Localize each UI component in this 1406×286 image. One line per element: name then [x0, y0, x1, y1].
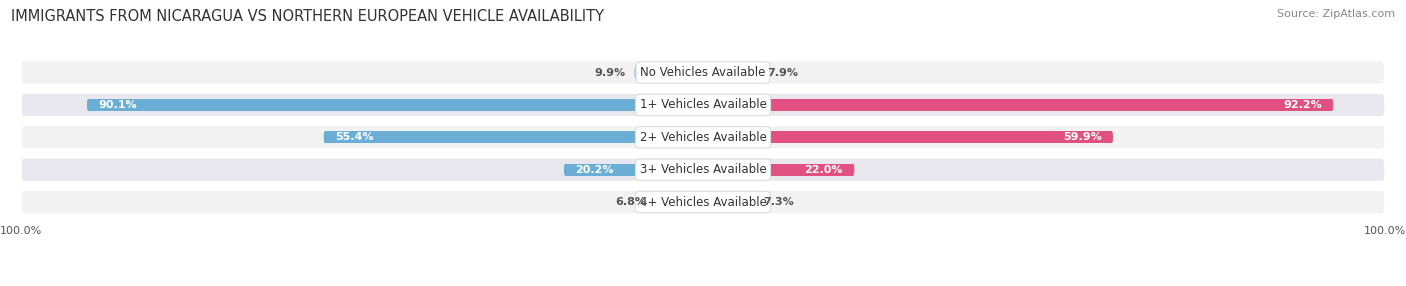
Legend: Immigrants from Nicaragua, Northern European: Immigrants from Nicaragua, Northern Euro… [536, 284, 870, 286]
Bar [325, 131, 703, 144]
Bar [703, 164, 853, 176]
Text: 20.2%: 20.2% [575, 165, 614, 175]
FancyBboxPatch shape [21, 125, 1385, 149]
Text: 4+ Vehicles Available: 4+ Vehicles Available [640, 196, 766, 208]
Bar [89, 99, 703, 111]
Bar [703, 131, 1112, 144]
Text: 59.9%: 59.9% [1063, 132, 1101, 142]
FancyBboxPatch shape [21, 190, 1385, 214]
Text: 6.8%: 6.8% [616, 197, 647, 207]
Bar [703, 66, 756, 79]
Bar [657, 196, 703, 208]
Text: 22.0%: 22.0% [804, 165, 842, 175]
Bar [703, 99, 1331, 111]
Text: 9.9%: 9.9% [595, 67, 626, 78]
Bar [636, 66, 703, 79]
Text: 55.4%: 55.4% [335, 132, 374, 142]
Text: 1+ Vehicles Available: 1+ Vehicles Available [640, 98, 766, 112]
Text: 7.9%: 7.9% [768, 67, 799, 78]
Text: 2+ Vehicles Available: 2+ Vehicles Available [640, 131, 766, 144]
FancyBboxPatch shape [21, 158, 1385, 182]
Text: Source: ZipAtlas.com: Source: ZipAtlas.com [1277, 9, 1395, 19]
Text: 90.1%: 90.1% [98, 100, 138, 110]
FancyBboxPatch shape [21, 60, 1385, 85]
Bar [565, 164, 703, 176]
Text: 3+ Vehicles Available: 3+ Vehicles Available [640, 163, 766, 176]
Text: No Vehicles Available: No Vehicles Available [640, 66, 766, 79]
Bar [703, 196, 752, 208]
Text: IMMIGRANTS FROM NICARAGUA VS NORTHERN EUROPEAN VEHICLE AVAILABILITY: IMMIGRANTS FROM NICARAGUA VS NORTHERN EU… [11, 9, 605, 23]
Text: 92.2%: 92.2% [1284, 100, 1322, 110]
FancyBboxPatch shape [21, 93, 1385, 117]
Text: 7.3%: 7.3% [763, 197, 794, 207]
